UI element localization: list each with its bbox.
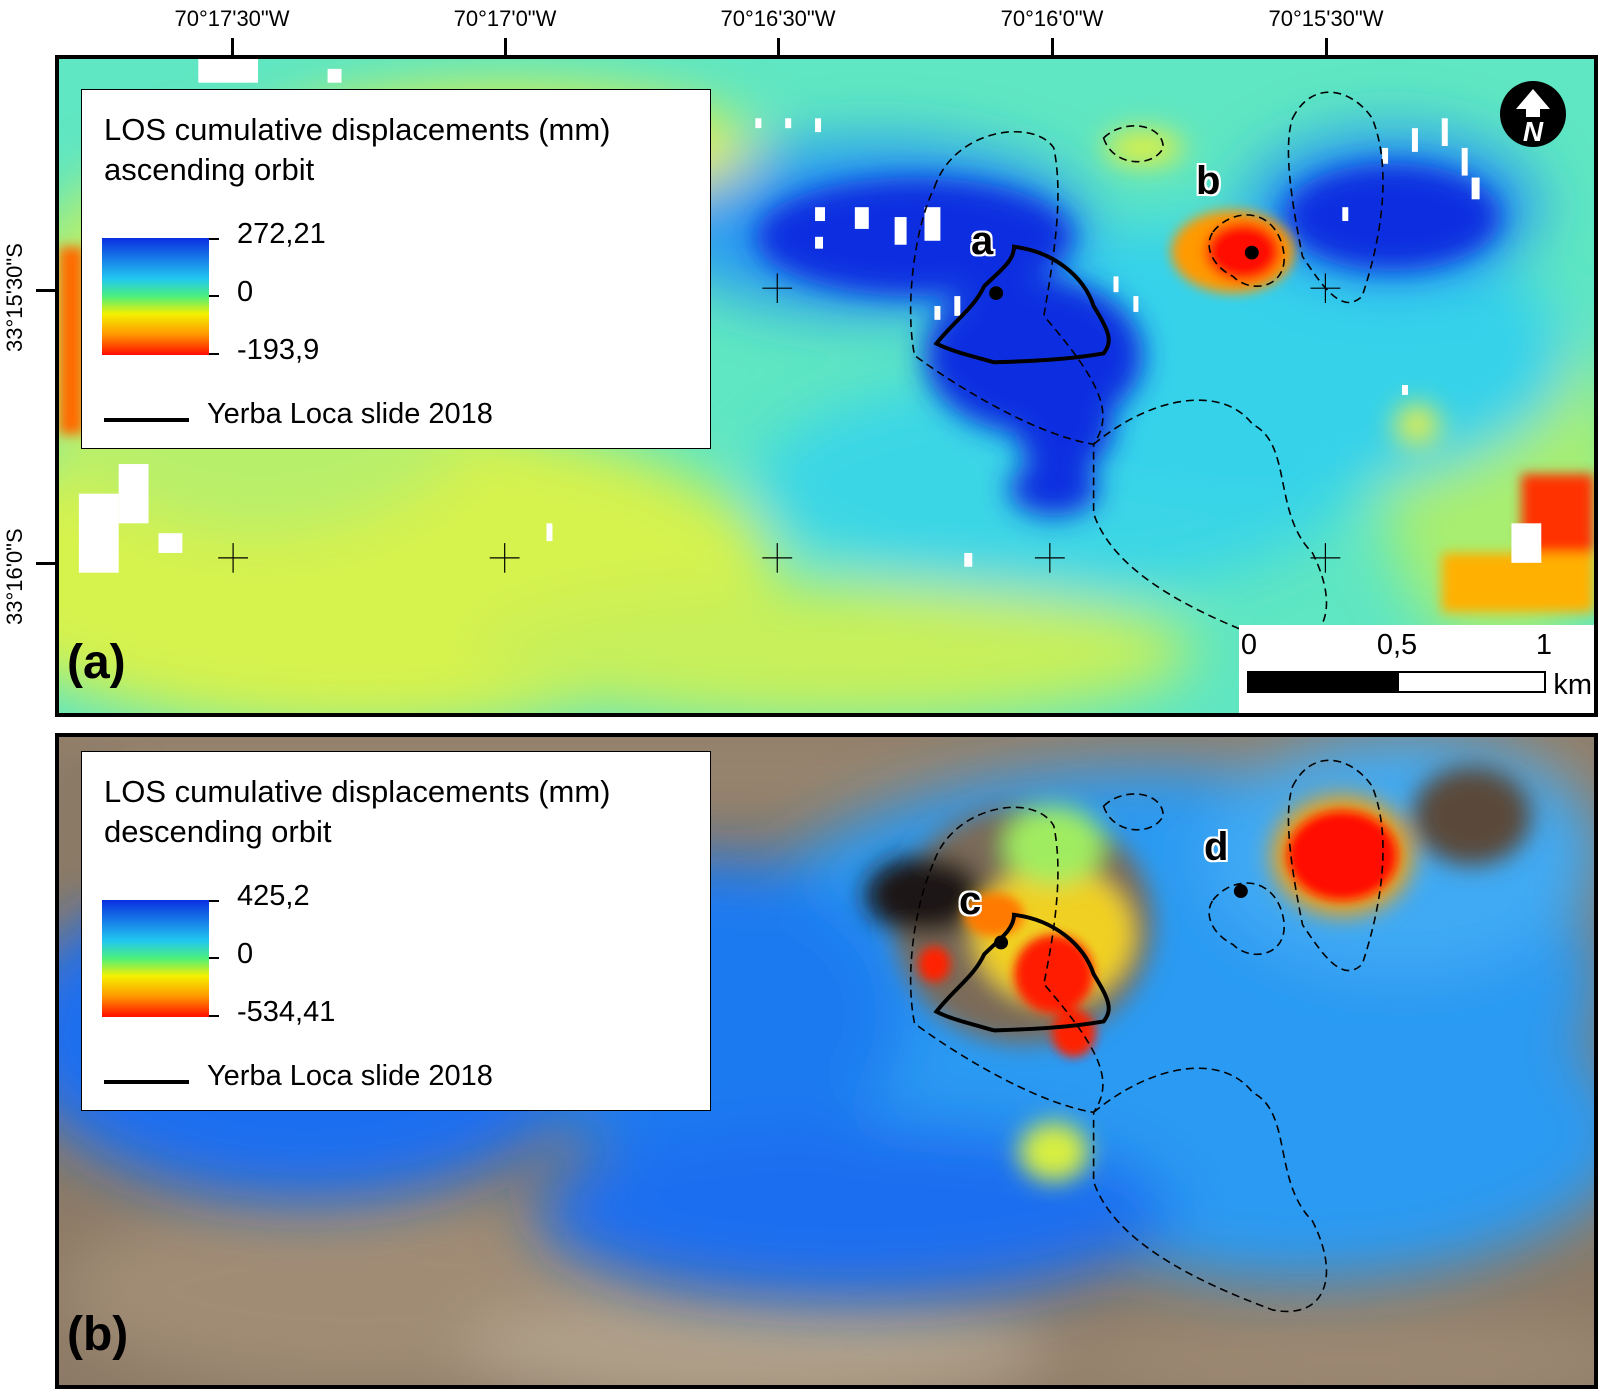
color-ramp: [102, 900, 209, 1017]
longitude-label: 70°17'0"W: [453, 6, 557, 31]
ramp-tick: [209, 353, 219, 355]
longitude-tick: [777, 38, 780, 55]
map-panel-ascending: a b LOS cumulative displacements (mm) as…: [55, 55, 1598, 717]
scale-bar-segment: [1247, 671, 1399, 693]
site-label-a: a: [971, 219, 994, 263]
latitude-label: 33°16'0"S: [2, 528, 27, 625]
legend-min-value: -534,41: [237, 996, 336, 1028]
site-point-d: [1233, 884, 1248, 899]
panel-label-b: (b): [67, 1308, 129, 1361]
legend-max-value: 272,21: [237, 218, 326, 250]
ramp-tick: [209, 295, 219, 297]
ramp-tick: [209, 900, 219, 902]
longitude-label: 70°17'30"W: [174, 6, 290, 31]
scale-bar-segment: [1397, 671, 1546, 693]
longitude-label: 70°15'30"W: [1268, 6, 1384, 31]
latitude-tick: [36, 562, 55, 565]
longitude-tick: [1325, 38, 1328, 55]
yerba-loca-slide-outline: [933, 244, 1111, 365]
longitude-label: 70°16'30"W: [720, 6, 836, 31]
scale-unit: km: [1553, 669, 1592, 701]
site-label-d: d: [1204, 825, 1229, 869]
site-label-b: b: [1196, 159, 1221, 203]
legend-line-label: Yerba Loca slide 2018: [207, 1060, 493, 1092]
svg-text:N: N: [1523, 116, 1544, 147]
scale-bar: 0 0,5 1 km: [1239, 625, 1594, 713]
scale-label: 0: [1240, 629, 1258, 661]
site-label-c: c: [959, 879, 982, 923]
legend-max-value: 425,2: [237, 880, 310, 912]
longitude-label: 70°16'0"W: [1000, 6, 1104, 31]
panel-label-a: (a): [67, 636, 126, 689]
legend-zero-value: 0: [237, 276, 254, 308]
north-arrow-icon: N: [1500, 81, 1566, 147]
yerba-loca-slide-outline: [933, 912, 1111, 1033]
legend-line-sample: [104, 418, 189, 422]
legend-descending: LOS cumulative displacements (mm) descen…: [81, 751, 711, 1111]
site-point-c: [994, 935, 1009, 950]
legend-title: LOS cumulative displacements (mm) ascend…: [104, 112, 611, 187]
ramp-tick: [209, 957, 219, 959]
legend-line-sample: [104, 1080, 189, 1084]
legend-ascending: LOS cumulative displacements (mm) ascend…: [81, 89, 711, 449]
color-ramp: [102, 238, 209, 355]
latitude-label: 33°15'30"S: [2, 243, 27, 352]
legend-zero-value: 0: [237, 938, 254, 970]
map-panel-descending: c d LOS cumulative displacements (mm) de…: [55, 733, 1598, 1389]
ramp-tick: [209, 238, 219, 240]
longitude-tick: [231, 38, 234, 55]
scale-label: 0,5: [1376, 629, 1418, 661]
scale-label: 1: [1535, 629, 1553, 661]
ramp-tick: [209, 1015, 219, 1017]
site-point-b: [1244, 245, 1259, 260]
longitude-tick: [504, 38, 507, 55]
latitude-tick: [36, 289, 55, 292]
legend-min-value: -193,9: [237, 334, 320, 366]
legend-title: LOS cumulative displacements (mm) descen…: [104, 774, 611, 849]
site-point-a: [989, 286, 1004, 301]
longitude-tick: [1051, 38, 1054, 55]
legend-line-label: Yerba Loca slide 2018: [207, 398, 493, 430]
